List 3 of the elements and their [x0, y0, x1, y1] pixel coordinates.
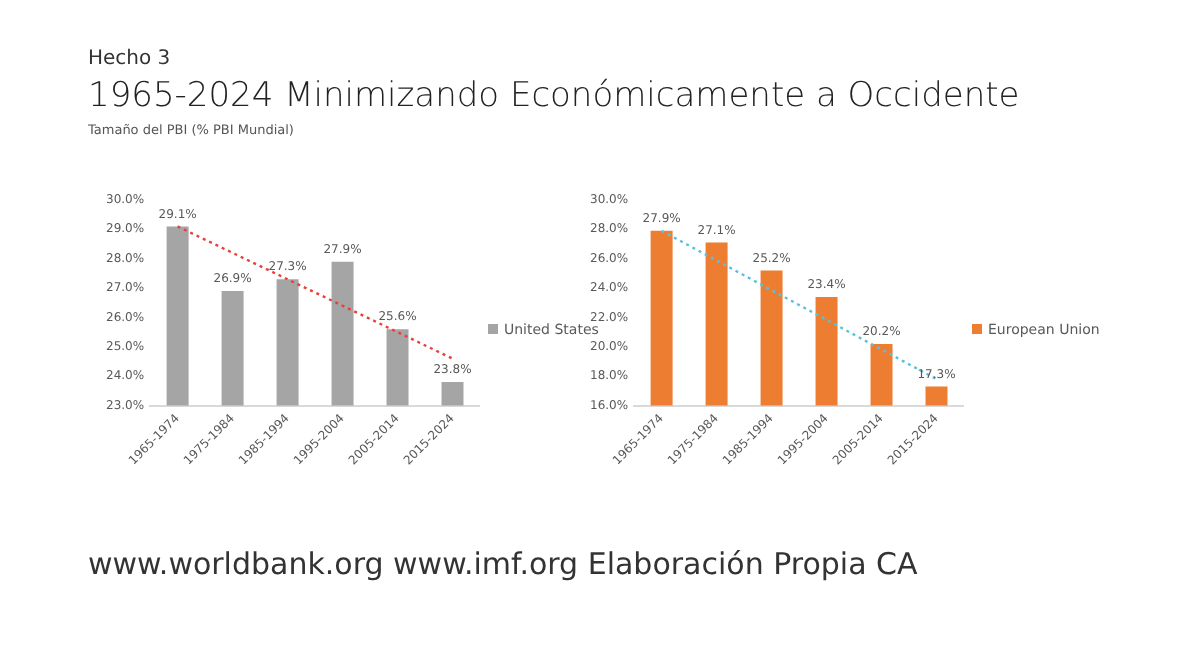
text: Hecho 3: [88, 48, 171, 70]
text: 1965-2024 Minimizando Económicamente a Occidente: [88, 76, 1020, 116]
text: www.worldbank.org www.imf.org Elaboración Propia CA: [88, 546, 918, 582]
